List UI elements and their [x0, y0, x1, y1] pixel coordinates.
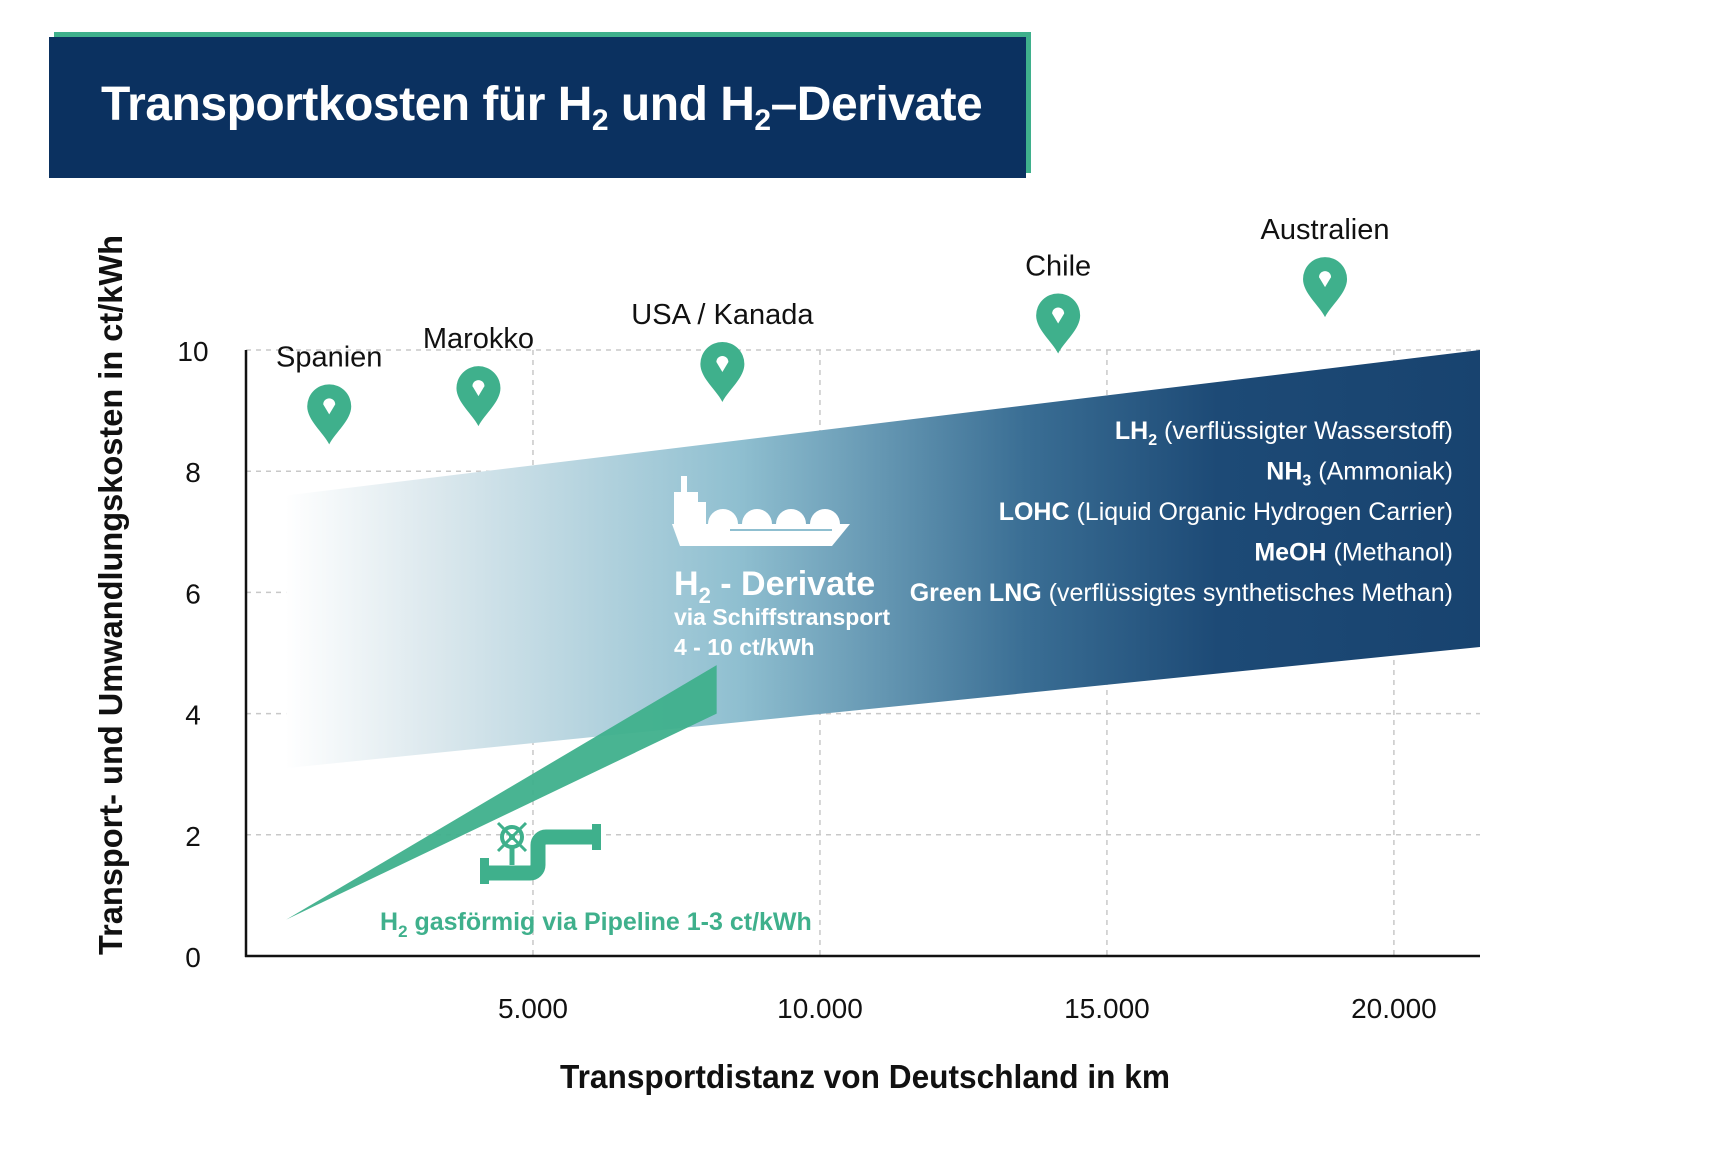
x-tick-label: 15.000	[1064, 993, 1150, 1024]
bands	[286, 350, 1480, 920]
derivative-item: MeOH (Methanol)	[1254, 539, 1453, 567]
derivative-desc: (verflüssigter Wasserstoff)	[1157, 417, 1453, 445]
y-tick-label: 6	[185, 578, 201, 609]
pipeline-series-label: H2 gasförmig via Pipeline 1-3 ct/kWh	[380, 908, 812, 941]
pin-hole	[472, 380, 485, 397]
derivative-name: LOHC	[999, 498, 1070, 526]
derivative-name: Green LNG	[910, 579, 1042, 607]
location-marker	[456, 366, 501, 427]
location-marker	[1036, 293, 1081, 354]
derivative-item: Green LNG (verflüssigtes synthetisches M…	[910, 579, 1453, 607]
x-tick-label: 10.000	[777, 993, 863, 1024]
axes: 0 2 4 6 8 10 5.000 10.000 15.000 20.000	[177, 336, 1480, 1024]
location-label: Australien	[1261, 214, 1390, 246]
x-tick-label: 20.000	[1351, 993, 1437, 1024]
derivative-name: NH	[1266, 458, 1302, 486]
chart-title: Transportkosten für H2 und H2–Derivate	[101, 78, 983, 137]
y-tick-label: 10	[177, 336, 208, 367]
ship-cost-band	[286, 350, 1480, 769]
pin-hole	[716, 355, 729, 372]
y-tick-label: 0	[185, 942, 201, 973]
ship-series-line3: 4 - 10 ct/kWh	[674, 634, 815, 660]
ship-icon	[672, 476, 850, 546]
derivative-desc: (verflüssigtes synthetisches Methan)	[1042, 579, 1453, 607]
x-axis-label: Transportdistanz von Deutschland in km	[560, 1058, 1170, 1095]
y-tick-label: 8	[185, 457, 201, 488]
derivative-sub: 2	[1148, 432, 1157, 449]
location-label: Spanien	[276, 341, 382, 373]
icons	[480, 476, 850, 884]
location-label: Marokko	[423, 323, 534, 355]
derivative-item: LOHC (Liquid Organic Hydrogen Carrier)	[999, 498, 1453, 526]
y-tick-label: 4	[185, 700, 201, 731]
derivative-sub: 3	[1302, 473, 1311, 490]
derivative-desc: (Methanol)	[1327, 539, 1453, 567]
pin-hole	[323, 398, 336, 415]
y-axis-label: Transport- und Umwandlungskosten in ct/k…	[92, 235, 129, 955]
location-pins: Spanien Marokko USA / Kanada Chile Australie…	[276, 214, 1390, 445]
location-marker	[1303, 257, 1348, 318]
pin-hole	[1319, 271, 1332, 288]
ship-series-line2: via Schiffstransport	[674, 604, 890, 630]
chart-texts: Transport- und Umwandlungskosten in ct/k…	[92, 235, 1170, 1095]
location-label: USA / Kanada	[631, 299, 814, 331]
derivative-desc: (Liquid Organic Hydrogen Carrier)	[1070, 498, 1453, 526]
pipeline-cost-band	[286, 665, 717, 920]
x-tick-label: 5.000	[498, 993, 568, 1024]
location-marker	[700, 341, 745, 402]
ship-series-title: H2 - Derivate	[674, 565, 875, 608]
derivative-desc: (Ammoniak)	[1311, 458, 1453, 486]
title-banner: Transportkosten für H2 und H2–Derivate	[49, 37, 1026, 178]
location-marker	[307, 384, 352, 445]
pipeline-icon	[480, 821, 601, 884]
derivative-item: NH3 (Ammoniak)	[1266, 458, 1453, 490]
y-tick-label: 2	[185, 821, 201, 852]
derivative-name: MeOH	[1254, 539, 1326, 567]
location-label: Chile	[1025, 250, 1091, 282]
derivative-name: LH	[1115, 417, 1148, 445]
pin-hole	[1052, 307, 1065, 324]
derivative-list: LH2 (verflüssigter Wasserstoff) NH3 (Ammo…	[910, 417, 1453, 607]
derivative-item: LH2 (verflüssigter Wasserstoff)	[1115, 417, 1453, 449]
